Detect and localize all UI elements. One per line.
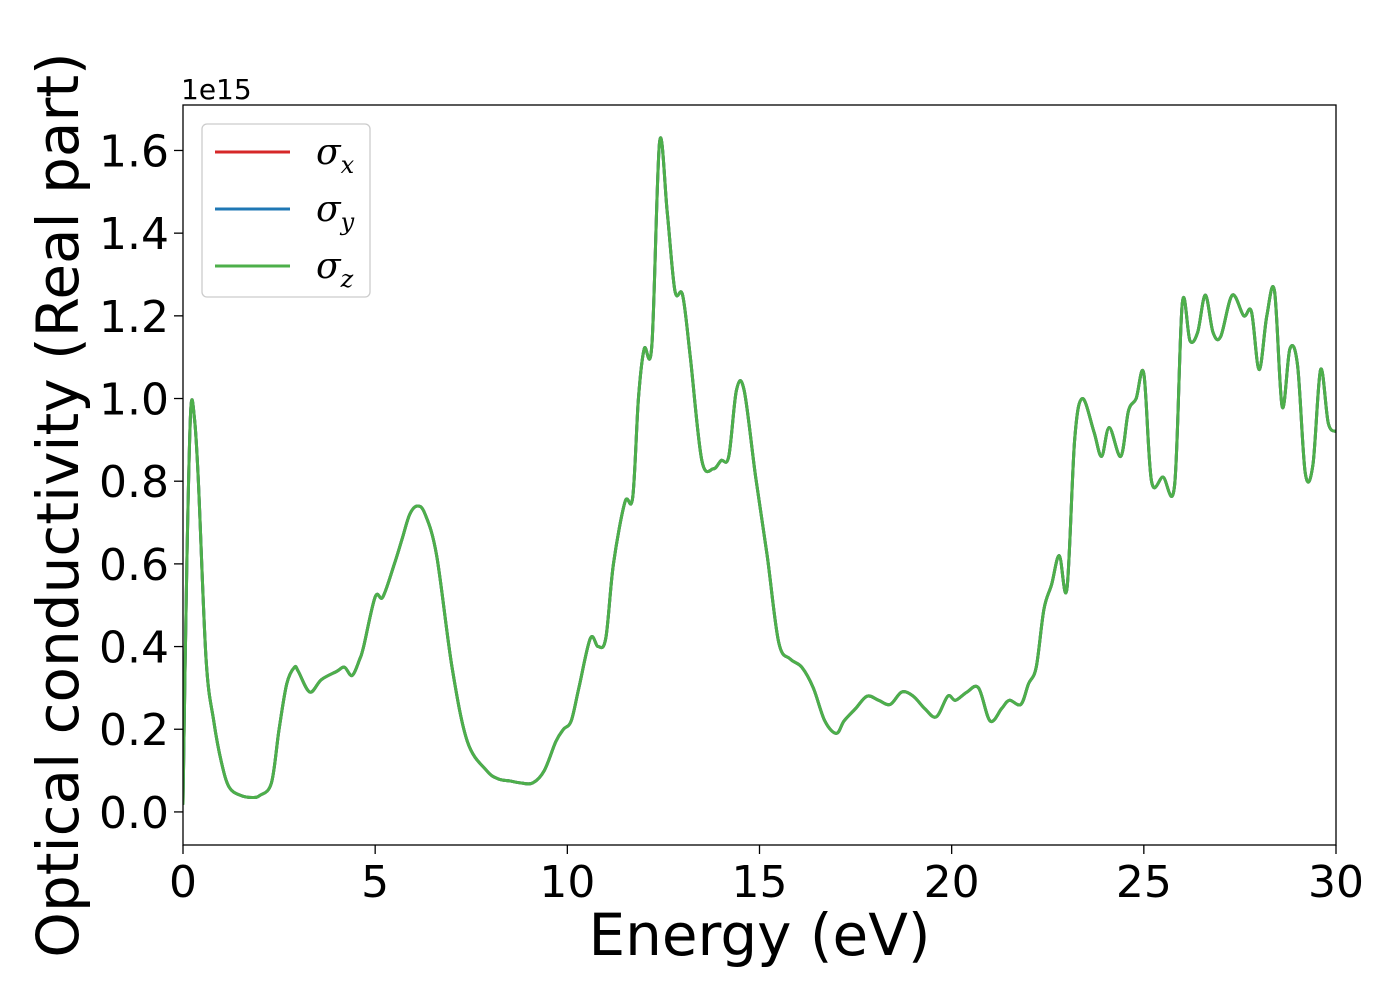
legend-symbol: σ [316, 189, 342, 230]
y-axis-title: Optical conductivity (Real part) [24, 52, 92, 957]
series-line-z [183, 136, 1336, 806]
x-tick-label: 30 [1308, 857, 1364, 908]
legend-label: σz [316, 246, 354, 293]
y-tick-label: 1.6 [99, 126, 169, 177]
y-tick-label: 0.2 [99, 705, 169, 756]
series-layer [183, 136, 1336, 806]
legend-subscript: y [340, 208, 355, 236]
x-tick-label: 15 [732, 857, 788, 908]
x-tick-label: 10 [539, 857, 595, 908]
y-offset-label: 1e15 [181, 73, 252, 106]
y-tick-label: 1.0 [99, 375, 169, 426]
y-tick-label: 0.0 [99, 788, 169, 839]
legend-symbol: σ [316, 246, 342, 287]
x-tick-label: 20 [924, 857, 980, 908]
legend-subscript: x [341, 151, 355, 179]
y-tick-label: 0.8 [99, 457, 169, 508]
y-tick-label: 1.4 [99, 209, 169, 260]
legend-symbol: σ [316, 132, 342, 173]
x-axis-title: Energy (eV) [588, 901, 930, 969]
legend-label: σx [316, 132, 355, 179]
legend-subscript: z [340, 265, 354, 293]
y-tick-label: 1.2 [99, 292, 169, 343]
legend-label: σy [316, 189, 355, 236]
y-tick-label: 0.6 [99, 540, 169, 591]
y-tick-label: 0.4 [99, 623, 169, 674]
x-tick-label: 0 [169, 857, 197, 908]
x-tick-label: 25 [1116, 857, 1172, 908]
x-tick-label: 5 [361, 857, 389, 908]
y-axis: 0.0 0.2 0.4 0.6 0.8 1.0 1.2 1.4 1.6 [99, 126, 183, 839]
x-axis: 0 5 10 15 20 25 30 [169, 845, 1364, 908]
